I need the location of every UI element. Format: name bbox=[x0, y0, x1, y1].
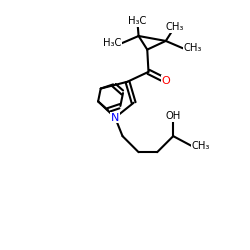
Text: H₃C: H₃C bbox=[103, 38, 121, 48]
Text: CH₃: CH₃ bbox=[192, 141, 210, 151]
Text: O: O bbox=[162, 76, 170, 86]
Text: CH₃: CH₃ bbox=[165, 22, 184, 32]
Text: N: N bbox=[111, 112, 119, 122]
Text: H₃C: H₃C bbox=[128, 16, 146, 26]
Text: CH₃: CH₃ bbox=[183, 43, 202, 53]
Text: OH: OH bbox=[166, 111, 181, 121]
